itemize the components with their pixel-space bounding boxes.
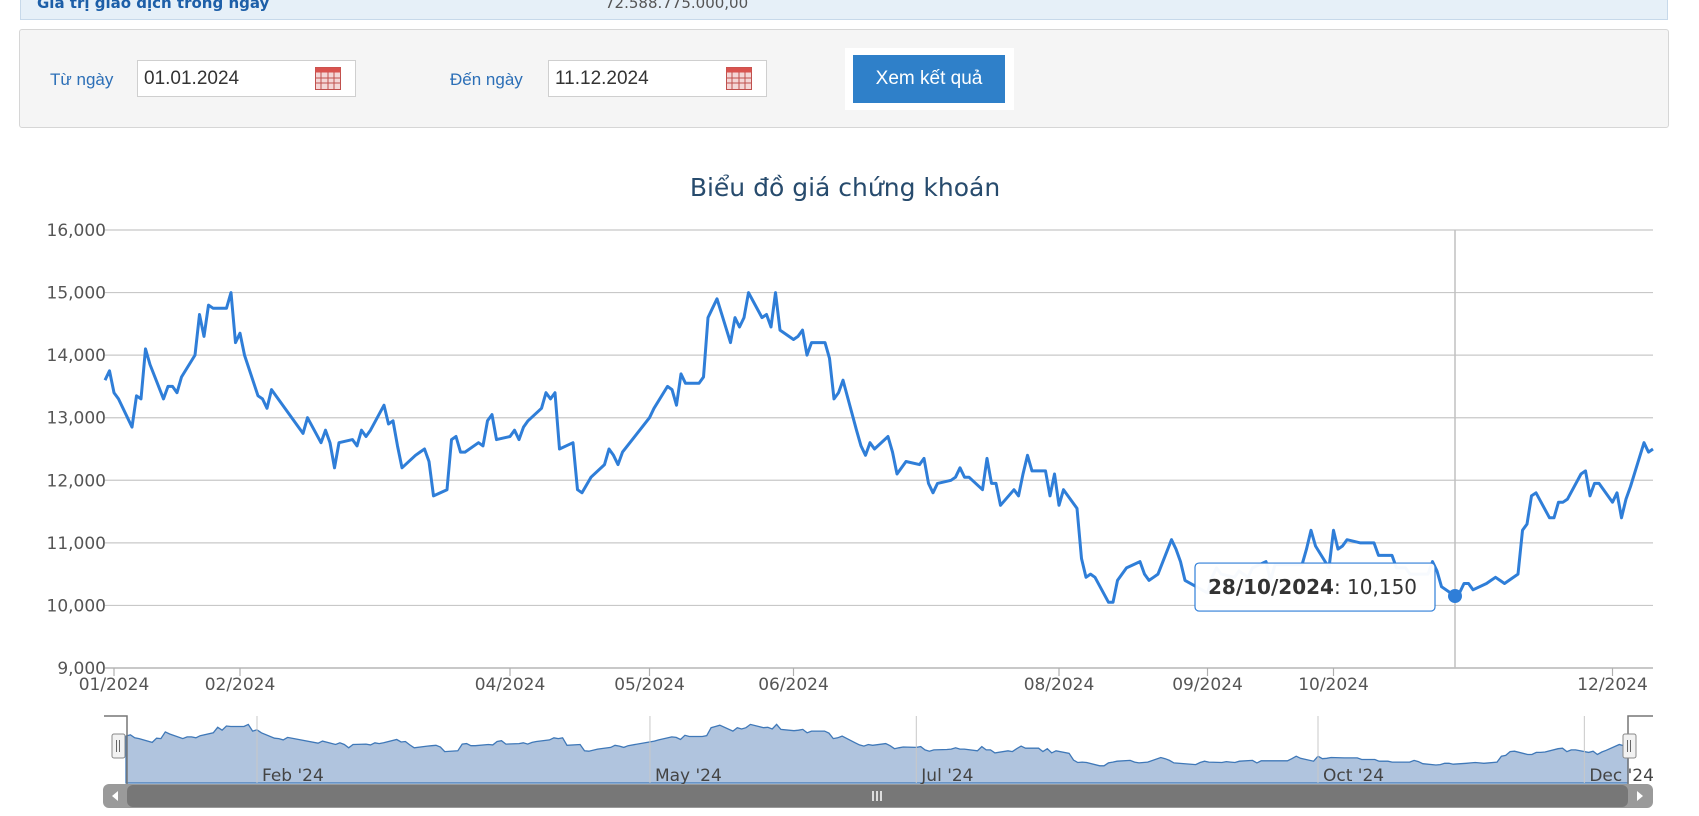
x-axis: 01/2024 02/2024 04/2024 05/2024 06/2024 08/20… <box>79 667 1653 695</box>
y-tick-label: 11,000 <box>47 534 106 554</box>
y-tick-label: 13,000 <box>47 409 106 429</box>
x-tick-label: 10/2024 <box>1298 675 1369 695</box>
navigator-area <box>125 723 1629 784</box>
series-price-line[interactable] <box>103 291 1654 604</box>
y-tick-label: 12,000 <box>47 471 106 491</box>
summary-row: Giá trị giao dịch trong ngày 72.588.775.… <box>20 0 1668 20</box>
from-date-value: 01.01.2024 <box>144 68 240 89</box>
x-tick-label: 05/2024 <box>614 675 685 695</box>
navigator-scrollbar[interactable] <box>103 784 1653 808</box>
to-date-value: 11.12.2024 <box>555 68 649 89</box>
y-tick-label: 16,000 <box>47 221 106 241</box>
y-tick-label: 9,000 <box>57 659 106 679</box>
x-tick-label: 02/2024 <box>205 675 276 695</box>
svg-text:28/10/2024: 10,150: 28/10/2024: 10,150 <box>1208 575 1417 599</box>
to-date-label: Đến ngày <box>450 70 523 89</box>
x-tick-label: 06/2024 <box>758 675 829 695</box>
from-date-input[interactable]: 01.01.2024 <box>137 60 356 97</box>
from-date-label: Từ ngày <box>50 70 114 89</box>
to-date-input[interactable]: 11.12.2024 <box>548 60 767 97</box>
chart-title: Biểu đồ giá chứng khoán <box>690 173 1000 202</box>
submit-button-wrapper: Xem kết quả <box>845 48 1014 110</box>
navigator-label: Feb '24 <box>262 766 324 786</box>
stock-price-chart: Biểu đồ giá chứng khoán 9,000 10,000 11,00… <box>47 173 1654 808</box>
navigator-label: May '24 <box>655 766 722 786</box>
tooltip-value: 10,150 <box>1347 575 1417 599</box>
y-axis-labels: 9,000 10,000 11,000 12,000 13,000 14,000 15,00… <box>47 221 106 679</box>
navigator-label: Jul '24 <box>920 766 973 786</box>
y-tick-label: 14,000 <box>47 346 106 366</box>
navigator-left-handle[interactable] <box>111 733 126 759</box>
date-filter-panel: Từ ngày 01.01.2024 Đến ngày 11.12.2024 X… <box>19 29 1669 128</box>
navigator[interactable]: Feb '24 May '24 Jul '24 Oct '24 Dec '24 <box>103 715 1654 808</box>
x-tick-label: 01/2024 <box>79 675 150 695</box>
x-tick-label: 12/2024 <box>1577 675 1648 695</box>
navigator-right-handle[interactable] <box>1622 733 1637 759</box>
x-tick-label: 08/2024 <box>1024 675 1095 695</box>
navigator-label: Oct '24 <box>1323 766 1384 786</box>
calendar-icon[interactable] <box>315 67 341 90</box>
x-tick-label: 09/2024 <box>1172 675 1243 695</box>
tooltip: 28/10/2024: 10,150 <box>1194 562 1436 612</box>
navigator-label: Dec '24 <box>1589 766 1654 786</box>
summary-label: Giá trị giao dịch trong ngày <box>37 0 270 12</box>
summary-value: 72.588.775.000,00 <box>605 0 749 12</box>
x-tick-label: 04/2024 <box>475 675 546 695</box>
y-tick-label: 15,000 <box>47 284 106 304</box>
y-tick-label: 10,000 <box>47 596 106 616</box>
scroll-left-arrow-icon <box>112 791 118 801</box>
hover-point-marker <box>1448 589 1462 604</box>
calendar-icon[interactable] <box>726 67 752 90</box>
tooltip-date: 28/10/2024 <box>1208 575 1334 599</box>
scroll-right-arrow-icon <box>1637 791 1643 801</box>
view-results-button[interactable]: Xem kết quả <box>853 55 1005 103</box>
